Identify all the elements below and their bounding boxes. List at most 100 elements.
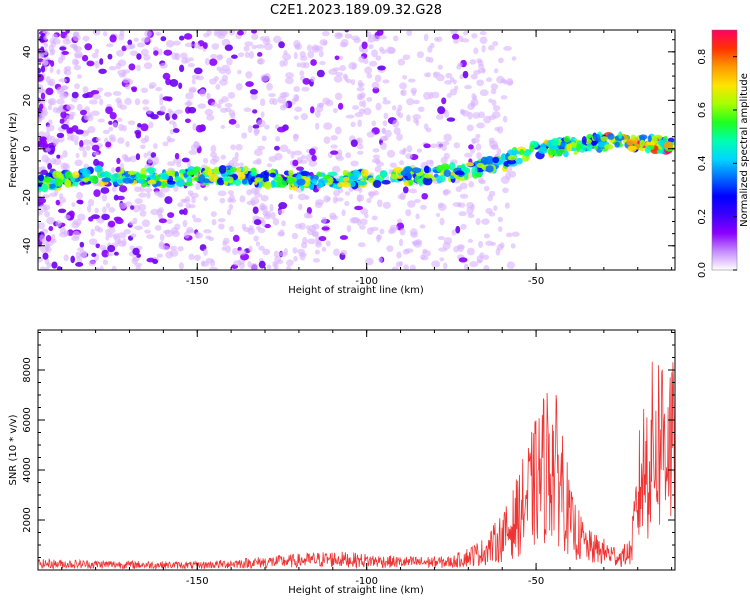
colorbar-label: Normalized spectral amplitude: [739, 73, 750, 227]
heatmap-cell: [310, 76, 316, 82]
heatmap-cell: [449, 161, 456, 171]
heatmap-cell: [313, 257, 320, 263]
heatmap-cell: [377, 30, 384, 36]
heatmap-cell: [369, 60, 378, 67]
heatmap-cell: [502, 187, 509, 194]
heatmap-cell: [38, 222, 46, 230]
heatmap-cell: [60, 162, 68, 171]
heatmap-cell: [206, 92, 211, 100]
heatmap-cell: [279, 60, 285, 68]
heatmap-cell: [478, 240, 484, 249]
heatmap-cell: [293, 115, 299, 120]
heatmap-cell: [502, 115, 508, 123]
heatmap-cell: [188, 253, 195, 261]
heatmap-cell: [49, 49, 54, 56]
heatmap-cell: [321, 226, 330, 231]
heatmap-cell: [452, 79, 457, 85]
heatmap-cell: [137, 203, 147, 211]
heatmap-cell: [506, 159, 517, 165]
heatmap-cell: [222, 237, 230, 245]
heatmap-cell: [184, 118, 191, 124]
heatmap-cell: [581, 136, 587, 145]
heatmap-cell: [180, 52, 188, 59]
heatmap-cell: [466, 247, 475, 256]
heatmap-cell: [165, 39, 175, 48]
heatmap-cell: [319, 61, 326, 66]
heatmap-cell: [66, 104, 75, 111]
heatmap-cell: [49, 179, 57, 184]
heatmap-cell: [140, 48, 149, 56]
heatmap-cell: [382, 120, 388, 127]
heatmap-cell: [382, 100, 391, 105]
heatmap-cell: [354, 205, 364, 211]
heatmap-cell: [158, 242, 166, 250]
heatmap-cell: [350, 121, 356, 128]
heatmap-cell: [246, 189, 253, 196]
heatmap-cell: [40, 92, 46, 100]
heatmap-cell: [284, 77, 294, 85]
heatmap-cell: [451, 229, 457, 236]
heatmap-cell: [263, 181, 272, 190]
heatmap-cell: [197, 103, 207, 109]
heatmap-cell: [73, 64, 82, 71]
heatmap-cell: [264, 223, 271, 229]
heatmap-cell: [83, 114, 90, 121]
heatmap-cell: [288, 169, 294, 176]
heatmap-cell: [282, 53, 292, 61]
heatmap-cell: [192, 122, 197, 131]
heatmap-cell: [421, 192, 429, 200]
heatmap-cell: [337, 102, 344, 110]
heatmap-cell: [297, 193, 307, 201]
heatmap-cell: [117, 117, 123, 123]
heatmap-cell: [294, 223, 303, 229]
heatmap-cell: [57, 56, 64, 64]
heatmap-cell: [393, 127, 401, 135]
heatmap-cell: [108, 120, 113, 125]
heatmap-cell: [55, 220, 62, 228]
heatmap-cell: [105, 106, 113, 115]
heatmap-cell: [71, 125, 79, 133]
heatmap-cell: [140, 167, 147, 177]
heatmap-cell: [352, 169, 360, 178]
heatmap-cell: [342, 176, 350, 182]
heatmap-cell: [378, 46, 384, 52]
heatmap-cell: [250, 262, 259, 270]
heatmap-cell: [150, 152, 157, 158]
heatmap-cell: [441, 141, 450, 146]
heatmap-cell: [105, 141, 112, 148]
heatmap-cell: [419, 224, 426, 229]
colorbar-frame: [711, 29, 738, 271]
heatmap-cell: [58, 78, 68, 83]
heatmap-cell: [82, 150, 88, 158]
heatmap-cell: [329, 215, 339, 220]
heatmap-cell: [239, 162, 244, 169]
heatmap-cell: [422, 176, 433, 186]
heatmap-cell: [468, 144, 474, 150]
heatmap-cell: [167, 180, 176, 185]
heatmap-cell: [425, 127, 432, 133]
heatmap-cell: [286, 265, 292, 270]
heatmap-cell: [492, 105, 501, 112]
heatmap-cell: [64, 178, 69, 186]
heatmap-cell: [391, 266, 399, 270]
heatmap-cell: [511, 231, 520, 237]
heatmap-cell: [140, 137, 148, 144]
heatmap-cell: [493, 68, 499, 74]
heatmap-cell: [140, 174, 147, 180]
heatmap-cell: [143, 62, 153, 70]
heatmap-cell: [134, 225, 143, 231]
heatmap-cell: [56, 69, 61, 75]
heatmap-cell: [481, 218, 490, 225]
heatmap-cell: [122, 177, 133, 184]
heatmap-cell: [325, 240, 331, 247]
heatmap-cell: [382, 201, 391, 209]
heatmap-cell: [91, 252, 97, 258]
heatmap-cell: [469, 59, 477, 65]
heatmap-cell: [155, 31, 162, 36]
heatmap-cell: [422, 248, 427, 254]
heatmap-cell: [371, 215, 378, 221]
heatmap-cell: [351, 35, 360, 41]
heatmap-cell: [459, 182, 468, 190]
heatmap-cell: [479, 31, 487, 36]
